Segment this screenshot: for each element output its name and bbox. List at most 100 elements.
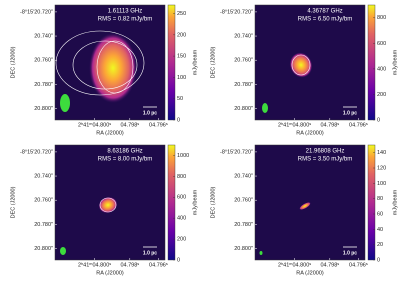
- x-tick-label: 04.798ˢ: [320, 122, 339, 128]
- y-tick-label: 20.780″: [234, 222, 253, 228]
- colorbar-tick-label: 600: [377, 41, 386, 47]
- beam: [262, 103, 268, 113]
- annotation: 1.61113 GHz: [108, 9, 142, 15]
- y-tick-label: -8°15′20.720″: [220, 9, 253, 15]
- x-axis-label: RA (J2000): [96, 130, 124, 136]
- x-tick-label: 04.796ˢ: [149, 122, 168, 128]
- colorbar: [367, 4, 376, 121]
- colorbar-tick-label: 100: [377, 181, 386, 187]
- colorbar-tick-label: 200: [177, 32, 186, 38]
- y-axis-label: DEC (J2000): [210, 46, 216, 78]
- colorbar-tick-label: 800: [177, 174, 186, 180]
- annotation: 4.36787 GHz: [307, 9, 342, 15]
- y-tick-label: -8°15′20.720″: [20, 9, 53, 15]
- scale-bar-label: 1.0 pc: [143, 250, 157, 256]
- image-frame: [54, 4, 166, 121]
- contour: [99, 197, 117, 213]
- colorbar-tick-label: 100: [177, 75, 186, 81]
- colorbar-label: mJy/beam: [192, 49, 198, 75]
- colorbar: [367, 144, 376, 261]
- colorbar-label: mJy/beam: [192, 189, 198, 215]
- source-emission: [98, 196, 118, 214]
- colorbar-tick-label: 200: [177, 237, 186, 243]
- colorbar-tick-label: 200: [377, 92, 386, 98]
- colorbar-tick-label: 50: [177, 96, 183, 102]
- contour: [291, 54, 311, 76]
- colorbar-tick-label: 0: [177, 117, 180, 123]
- y-tick-label: -8°15′20.720″: [20, 149, 53, 155]
- x-tick-label: 04.798ˢ: [320, 262, 339, 268]
- colorbar-tick-label: 0: [377, 117, 380, 123]
- colorbar-label: mJy/beam: [392, 189, 398, 215]
- x-tick-label: 04.796ˢ: [149, 262, 168, 268]
- source-emission: [299, 202, 311, 210]
- colorbar-tick-label: 120: [377, 165, 386, 171]
- colorbar-tick-label: 40: [377, 227, 383, 233]
- image-frame: [254, 144, 366, 261]
- scale-bar-label: 1.0 pc: [343, 250, 357, 256]
- x-tick-label: 04.796ˢ: [349, 262, 368, 268]
- annotation: RMS = 0.82 mJy/bm: [98, 17, 153, 23]
- y-axis-label: DEC (J2000): [10, 186, 16, 218]
- y-tick-label: 20.760″: [34, 58, 53, 64]
- contour: [55, 30, 145, 96]
- colorbar-tick-label: 140: [377, 150, 386, 156]
- y-tick-label: 20.760″: [34, 198, 53, 204]
- y-tick-label: 20.760″: [234, 58, 253, 64]
- source-emission: [289, 52, 313, 78]
- x-axis-label: RA (J2000): [296, 130, 324, 136]
- beam: [60, 247, 66, 255]
- annotation: RMS = 8.00 mJy/bm: [98, 157, 153, 163]
- colorbar-tick-label: 250: [177, 11, 186, 17]
- x-tick-label: 2ʰ41ᵐ04.800ˢ: [78, 121, 111, 128]
- y-tick-label: 20.800″: [234, 106, 253, 112]
- y-tick-label: 20.800″: [234, 246, 253, 252]
- colorbar: [167, 144, 176, 261]
- colorbar-tick-label: 800: [377, 15, 386, 21]
- colorbar-tick-label: 0: [177, 257, 180, 263]
- x-tick-label: 2ʰ41ᵐ04.800ˢ: [78, 261, 111, 268]
- colorbar: [167, 4, 176, 121]
- annotation: 8.63186 GHz: [107, 149, 142, 155]
- y-tick-label: 20.780″: [34, 82, 53, 88]
- colorbar-tick-label: 600: [177, 195, 186, 201]
- x-axis-label: RA (J2000): [96, 270, 124, 276]
- colorbar-tick-label: 150: [177, 54, 186, 60]
- colorbar-tick-label: 400: [377, 66, 386, 72]
- image-frame: [254, 4, 366, 121]
- colorbar-tick-label: 60: [377, 211, 383, 217]
- x-tick-label: 2ʰ41ᵐ04.800ˢ: [278, 261, 311, 268]
- x-tick-label: 2ʰ41ᵐ04.800ˢ: [278, 121, 311, 128]
- y-tick-label: 20.780″: [34, 222, 53, 228]
- x-tick-label: 04.796ˢ: [349, 122, 368, 128]
- scale-bar-label: 1.0 pc: [343, 110, 357, 116]
- y-tick-label: 20.760″: [234, 198, 253, 204]
- colorbar-tick-label: 20: [377, 242, 383, 248]
- image-frame: [54, 144, 166, 261]
- y-tick-label: 20.740″: [234, 174, 253, 180]
- colorbar-tick-label: 0: [377, 257, 380, 263]
- y-tick-label: 20.780″: [234, 82, 253, 88]
- x-tick-label: 04.798ˢ: [120, 122, 139, 128]
- contour: [72, 40, 138, 90]
- annotation: RMS = 6.50 mJy/bm: [298, 17, 353, 23]
- x-axis-label: RA (J2000): [296, 270, 324, 276]
- beam: [259, 251, 263, 255]
- scale-bar-label: 1.0 pc: [143, 110, 157, 116]
- y-tick-label: 20.740″: [234, 34, 253, 40]
- colorbar-label: mJy/beam: [392, 49, 398, 75]
- y-tick-label: 20.740″: [34, 34, 53, 40]
- x-tick-label: 04.798ˢ: [120, 262, 139, 268]
- y-axis-label: DEC (J2000): [210, 186, 216, 218]
- y-tick-label: 20.740″: [34, 174, 53, 180]
- colorbar-tick-label: 1000: [177, 153, 189, 159]
- annotation: RMS = 3.50 mJy/bm: [298, 157, 353, 163]
- annotation: 21.96808 GHz: [306, 149, 345, 155]
- y-tick-label: 20.800″: [34, 106, 53, 112]
- y-tick-label: -8°15′20.720″: [220, 149, 253, 155]
- beam: [60, 94, 70, 112]
- y-tick-label: 20.800″: [34, 246, 53, 252]
- y-axis-label: DEC (J2000): [10, 46, 16, 78]
- colorbar-tick-label: 80: [377, 196, 383, 202]
